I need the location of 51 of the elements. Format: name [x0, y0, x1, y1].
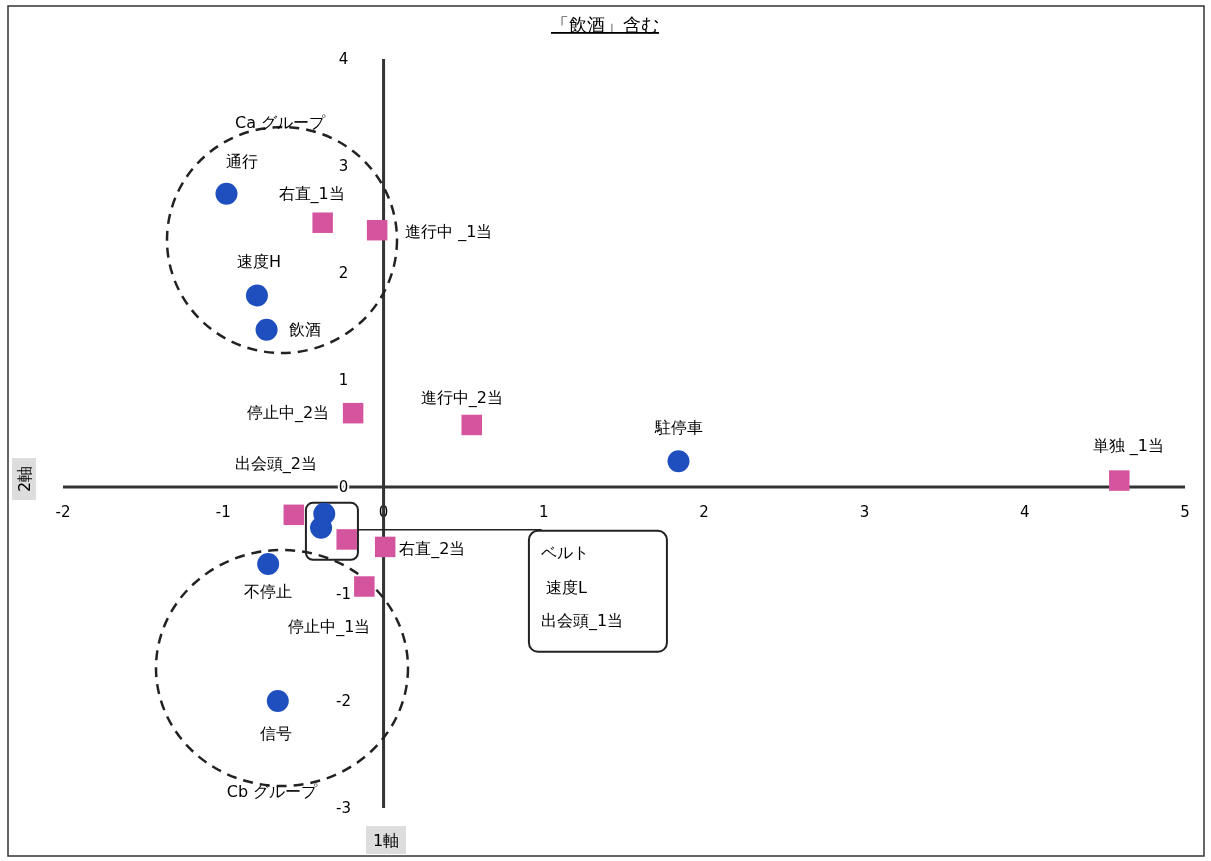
annotation: 右直_2当 — [399, 538, 466, 559]
point — [667, 450, 690, 473]
annotation: 不停止 — [244, 582, 293, 602]
point — [283, 504, 305, 526]
point — [1109, 470, 1130, 491]
chart-title: 「飲酒」含む — [551, 14, 659, 35]
annotation: 右直_1当 — [278, 183, 345, 204]
annotation: 速度L — [545, 577, 587, 597]
point — [312, 212, 333, 233]
annotation: 速度H — [236, 252, 281, 272]
x-axis-title: 1軸 — [372, 831, 400, 850]
y-tick-label: 4 — [338, 50, 349, 68]
x-tick-label: 2 — [699, 503, 709, 521]
point — [366, 219, 388, 241]
annotation: 単独 _1当 — [1092, 435, 1164, 456]
y-axis-title: 2軸 — [15, 465, 34, 493]
point — [342, 402, 364, 424]
point — [245, 284, 268, 307]
point — [354, 576, 375, 597]
y-tick-label: 1 — [338, 371, 349, 389]
x-tick-label: 5 — [1180, 503, 1190, 521]
x-tick-label: 4 — [1019, 503, 1030, 521]
annotation: Cb グループ — [226, 782, 319, 801]
annotation: 進行中_2当 — [420, 387, 503, 408]
annotation: 停止中_2当 — [246, 403, 330, 424]
y-tick-label: -3 — [336, 799, 352, 817]
annotation: 信号 — [259, 724, 292, 743]
annotation: 出会頭_1当 — [540, 610, 624, 631]
point — [461, 414, 482, 436]
y-tick-label: -1 — [336, 585, 352, 603]
annotation: ベルト — [540, 542, 589, 562]
annotation: Ca グループ — [234, 113, 327, 132]
point — [374, 536, 396, 558]
y-tick-label: 3 — [338, 157, 349, 175]
annotation: 通行 — [226, 151, 259, 171]
y-tick-label: -2 — [336, 692, 352, 710]
y-tick-label: 2 — [338, 264, 349, 282]
annotation: 飲酒 — [288, 319, 321, 339]
point — [336, 529, 357, 550]
annotation: 出会頭_2当 — [234, 453, 317, 474]
x-tick-label: -2 — [55, 503, 71, 521]
x-tick-label: -1 — [215, 503, 231, 521]
point — [257, 553, 280, 576]
annotation: 停止中_1当 — [288, 616, 371, 637]
point — [255, 318, 278, 341]
annotation: 進行中 _1当 — [405, 222, 493, 243]
x-tick-label: 1 — [539, 503, 549, 521]
annotation: 駐停車 — [654, 418, 704, 438]
x-tick-label: 3 — [859, 503, 870, 521]
point — [266, 690, 289, 712]
point — [215, 182, 238, 205]
